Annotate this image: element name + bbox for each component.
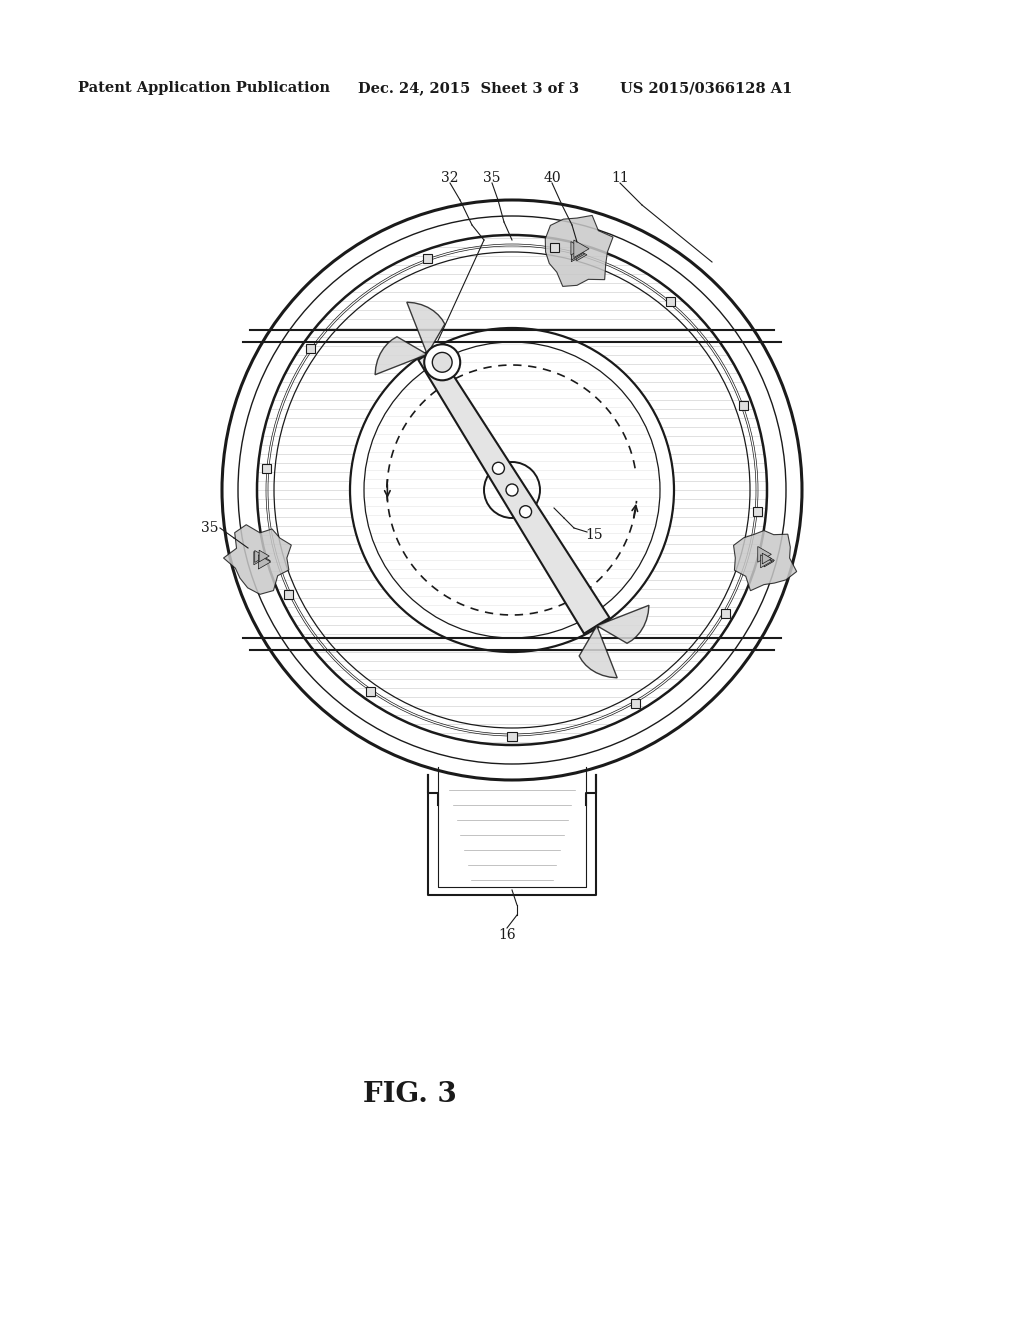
Text: 16: 16 (499, 928, 516, 942)
Polygon shape (758, 546, 771, 562)
Bar (550, 243, 559, 252)
Polygon shape (765, 554, 774, 566)
Polygon shape (762, 553, 771, 564)
Polygon shape (258, 554, 270, 569)
Text: 35: 35 (202, 521, 219, 535)
Bar (753, 507, 762, 516)
Text: 35: 35 (483, 172, 501, 185)
Polygon shape (259, 554, 270, 568)
Polygon shape (571, 242, 583, 255)
Polygon shape (571, 247, 585, 261)
Polygon shape (733, 531, 797, 591)
Text: FIG. 3: FIG. 3 (364, 1081, 457, 1109)
Polygon shape (259, 550, 269, 562)
Bar (508, 733, 516, 741)
Polygon shape (545, 215, 613, 286)
Polygon shape (571, 248, 583, 260)
Polygon shape (577, 249, 587, 261)
Circle shape (519, 506, 531, 517)
Polygon shape (407, 302, 444, 354)
Circle shape (493, 462, 505, 474)
Polygon shape (375, 337, 427, 375)
Bar (284, 590, 293, 599)
Polygon shape (580, 626, 617, 678)
Polygon shape (254, 552, 265, 565)
Text: 11: 11 (611, 172, 629, 185)
Text: Patent Application Publication: Patent Application Publication (78, 81, 330, 95)
Bar (423, 253, 432, 263)
Bar (262, 465, 271, 473)
Bar (721, 609, 730, 618)
Text: 15: 15 (585, 528, 603, 543)
Circle shape (424, 345, 460, 380)
Polygon shape (573, 240, 589, 257)
Bar (367, 688, 375, 697)
Bar (666, 297, 675, 306)
Text: 40: 40 (543, 172, 561, 185)
Polygon shape (597, 606, 649, 643)
Text: 32: 32 (441, 172, 459, 185)
Polygon shape (764, 556, 773, 566)
Bar (631, 700, 640, 708)
Polygon shape (761, 554, 772, 568)
Text: US 2015/0366128 A1: US 2015/0366128 A1 (620, 81, 793, 95)
Bar (739, 401, 749, 411)
Text: Dec. 24, 2015  Sheet 3 of 3: Dec. 24, 2015 Sheet 3 of 3 (358, 81, 579, 95)
Circle shape (506, 484, 518, 496)
Polygon shape (223, 525, 291, 594)
Circle shape (432, 352, 453, 372)
Polygon shape (419, 348, 609, 634)
Polygon shape (255, 550, 265, 562)
Bar (305, 345, 314, 354)
